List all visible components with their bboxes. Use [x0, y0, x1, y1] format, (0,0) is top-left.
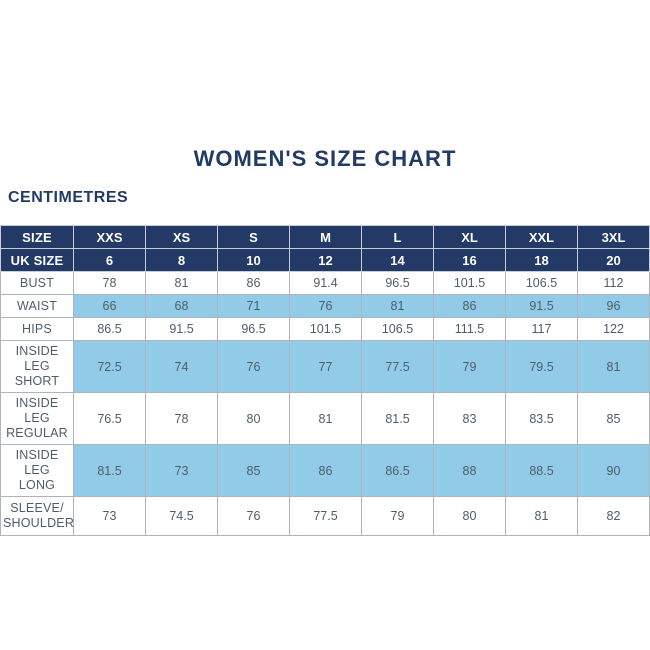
- value-cell: 18: [505, 248, 578, 272]
- row-label: HIPS: [0, 317, 74, 341]
- table-row: INSIDE LEG REGULAR 76.5 78 80 81 81.5 83 83.5 85: [0, 392, 650, 445]
- value-cell: 77: [289, 340, 362, 393]
- value-cell: 86.5: [361, 444, 434, 497]
- value-cell: S: [217, 225, 290, 249]
- value-cell: 77.5: [289, 496, 362, 536]
- value-cell: 80: [433, 496, 506, 536]
- value-cell: 81: [289, 392, 362, 445]
- value-cell: 83.5: [505, 392, 578, 445]
- value-cell: 86.5: [73, 317, 146, 341]
- value-cell: 78: [145, 392, 218, 445]
- value-cell: 82: [577, 496, 650, 536]
- size-table-body: SIZE XXS XS S M L XL XXL 3XL UK SIZE 6 8 10 12 14 16 18 2…: [0, 225, 650, 536]
- value-cell: 76: [289, 294, 362, 318]
- value-cell: 80: [217, 392, 290, 445]
- value-cell: 81.5: [73, 444, 146, 497]
- value-cell: 79: [361, 496, 434, 536]
- value-cell: 74: [145, 340, 218, 393]
- value-cell: 91.5: [145, 317, 218, 341]
- value-cell: 76.5: [73, 392, 146, 445]
- value-cell: 71: [217, 294, 290, 318]
- value-cell: XXS: [73, 225, 146, 249]
- value-cell: L: [361, 225, 434, 249]
- value-cell: 10: [217, 248, 290, 272]
- value-cell: 12: [289, 248, 362, 272]
- value-cell: 106.5: [505, 271, 578, 295]
- value-cell: 81: [145, 271, 218, 295]
- table-row: SLEEVE/ SHOULDER 73 74.5 76 77.5 79 80 81 82: [0, 496, 650, 536]
- row-label: SLEEVE/ SHOULDER: [0, 496, 74, 536]
- value-cell: 117: [505, 317, 578, 341]
- value-cell: 90: [577, 444, 650, 497]
- table-row: BUST 78 81 86 91.4 96.5 101.5 106.5 112: [0, 271, 650, 295]
- value-cell: 78: [73, 271, 146, 295]
- row-label: INSIDE LEG LONG: [0, 444, 74, 497]
- value-cell: 81.5: [361, 392, 434, 445]
- value-cell: 91.5: [505, 294, 578, 318]
- value-cell: XS: [145, 225, 218, 249]
- value-cell: 14: [361, 248, 434, 272]
- table-row: UK SIZE 6 8 10 12 14 16 18 20: [0, 248, 650, 272]
- value-cell: 88: [433, 444, 506, 497]
- value-cell: 66: [73, 294, 146, 318]
- table-row: INSIDE LEG LONG 81.5 73 85 86 86.5 88 88.5 90: [0, 444, 650, 497]
- value-cell: 79: [433, 340, 506, 393]
- value-cell: 81: [577, 340, 650, 393]
- value-cell: 96.5: [217, 317, 290, 341]
- value-cell: XXL: [505, 225, 578, 249]
- table-row: HIPS 86.5 91.5 96.5 101.5 106.5 111.5 117 122: [0, 317, 650, 341]
- value-cell: 73: [73, 496, 146, 536]
- value-cell: 16: [433, 248, 506, 272]
- value-cell: 8: [145, 248, 218, 272]
- page-title: WOMEN'S SIZE CHART: [193, 146, 457, 171]
- value-cell: M: [289, 225, 362, 249]
- value-cell: 86: [289, 444, 362, 497]
- value-cell: 86: [217, 271, 290, 295]
- value-cell: 85: [217, 444, 290, 497]
- value-cell: 88.5: [505, 444, 578, 497]
- value-cell: 81: [361, 294, 434, 318]
- table-row: WAIST 66 68 71 76 81 86 91.5 96: [0, 294, 650, 318]
- table-row: SIZE XXS XS S M L XL XXL 3XL: [0, 225, 650, 249]
- row-label: BUST: [0, 271, 74, 295]
- size-chart-page: WOMEN'S SIZE CHART CENTIMETRES SIZE XXS XS…: [0, 146, 650, 650]
- row-label: SIZE: [0, 225, 74, 249]
- value-cell: 79.5: [505, 340, 578, 393]
- units-label: CENTIMETRES: [8, 189, 129, 206]
- value-cell: 96: [577, 294, 650, 318]
- row-label: WAIST: [0, 294, 74, 318]
- value-cell: 76: [217, 496, 290, 536]
- value-cell: 77.5: [361, 340, 434, 393]
- value-cell: 83: [433, 392, 506, 445]
- value-cell: 86: [433, 294, 506, 318]
- value-cell: 122: [577, 317, 650, 341]
- value-cell: 101.5: [289, 317, 362, 341]
- row-label: INSIDE LEG SHORT: [0, 340, 74, 393]
- value-cell: 112: [577, 271, 650, 295]
- value-cell: XL: [433, 225, 506, 249]
- value-cell: 101.5: [433, 271, 506, 295]
- value-cell: 106.5: [361, 317, 434, 341]
- value-cell: 76: [217, 340, 290, 393]
- row-label: INSIDE LEG REGULAR: [0, 392, 74, 445]
- value-cell: 68: [145, 294, 218, 318]
- value-cell: 96.5: [361, 271, 434, 295]
- value-cell: 85: [577, 392, 650, 445]
- row-label: UK SIZE: [0, 248, 74, 272]
- value-cell: 20: [577, 248, 650, 272]
- value-cell: 74.5: [145, 496, 218, 536]
- table-row: INSIDE LEG SHORT 72.5 74 76 77 77.5 79 79.5 81: [0, 340, 650, 393]
- value-cell: 6: [73, 248, 146, 272]
- size-chart-table: SIZE XXS XS S M L XL XXL 3XL UK SIZE 6 8 10 12 14 16 18 2…: [0, 225, 650, 536]
- value-cell: 72.5: [73, 340, 146, 393]
- value-cell: 111.5: [433, 317, 506, 341]
- value-cell: 73: [145, 444, 218, 497]
- value-cell: 3XL: [577, 225, 650, 249]
- value-cell: 81: [505, 496, 578, 536]
- value-cell: 91.4: [289, 271, 362, 295]
